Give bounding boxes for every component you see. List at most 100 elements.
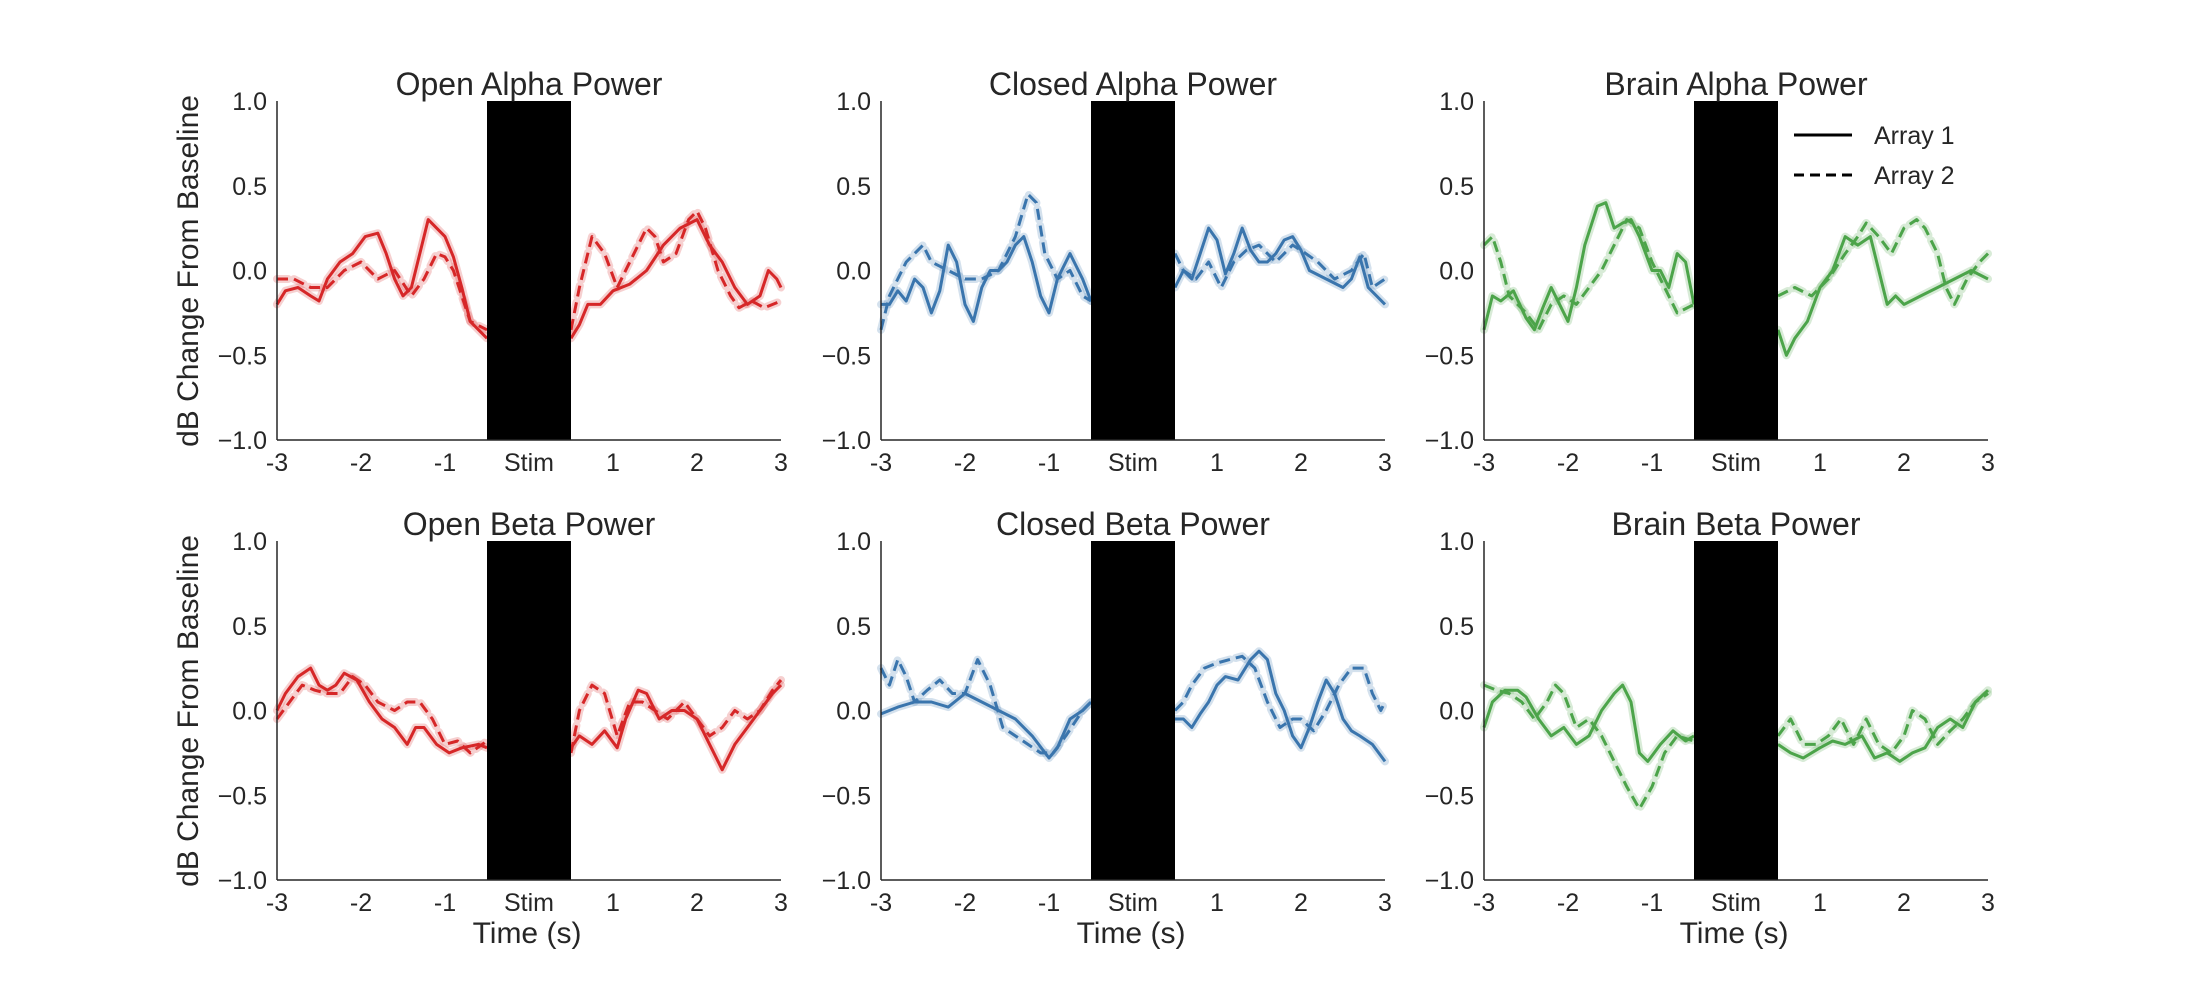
open-alpha-power-x-tick-label: -3 [266,449,288,477]
brain-alpha-power-x-tick-label: -1 [1641,449,1663,477]
closed-beta-power-array-1-post-line [1175,649,1387,763]
brain-alpha-power-x-tick-label: 3 [1981,449,1995,477]
brain-alpha-power-array-1-post-line [1776,235,1989,357]
closed-alpha-power-x-tick-label: 2 [1294,449,1308,477]
open-alpha-power-array-1-post-band [567,215,785,343]
open-alpha-power-x-tick-label: 1 [606,449,620,477]
open-alpha-power-y-tick-label: −0.5 [218,342,267,370]
y-axis-label-bottom: dB Change From Baseline [172,535,205,887]
closed-alpha-power-array-2-pre-band [877,190,1095,334]
closed-beta-power-x-tick-label: 2 [1294,889,1308,917]
open-alpha-power-array-1-pre-line [275,218,489,340]
closed-beta-power-x-tick-label: -3 [870,889,892,917]
legend-label-array-1: Array 1 [1874,122,1955,150]
closed-alpha-power-x-tick-label: -3 [870,449,892,477]
brain-alpha-power-array-2-pre-line [1482,218,1695,332]
panel-brain-beta-power: 1.0 0.5 0.0 −0.5 −1.0-3 -2 -1 Stim 1 2 3 Brain Beta… [1425,506,1995,917]
brain-beta-power-x-tick-label: 3 [1981,889,1995,917]
brain-beta-power-y-tick-label: −1.0 [1425,867,1474,895]
closed-beta-power-title: Closed Beta Power [996,506,1270,542]
closed-beta-power-array-2-post-line [1173,654,1387,733]
brain-beta-power-array-1-pre-line [1482,683,1695,763]
brain-beta-power-array-2-post-line [1776,692,1989,755]
closed-beta-power-x-tick-label: 3 [1378,889,1392,917]
brain-alpha-power-y-tick-label: −1.0 [1425,427,1474,455]
closed-alpha-power-array-2-pre-line [879,192,1092,331]
panel-brain-alpha-power: 1.0 0.5 0.0 −0.5 −1.0-3 -2 -1 Stim 1 2 3 Brain Alph… [1425,66,1995,477]
brain-beta-power-x-tick-label: -1 [1641,889,1663,917]
brain-alpha-power-x-tick-label: 1 [1813,449,1827,477]
open-alpha-power-x-tick-label: Stim [504,449,554,477]
open-beta-power-x-tick-label: -2 [350,889,372,917]
open-alpha-power-y-tick-label: −1.0 [218,427,267,455]
panel-open-alpha-power: 1.0 0.5 0.0 −0.5 −1.0-3 -2 -1 Stim 1 2 3 Open Alpha… [218,66,788,477]
open-beta-power-x-tick-label: Stim [504,889,554,917]
closed-beta-power-y-tick-label: −1.0 [822,867,871,895]
brain-alpha-power-y-tick-label: 1.0 [1439,88,1474,116]
open-alpha-power-array-2-pre-line [277,252,488,332]
panel-open-beta-power: 1.0 0.5 0.0 −0.5 −1.0-3 -2 -1 Stim 1 2 3 Open Beta … [218,506,788,917]
open-alpha-power-array-2-post-line [569,209,782,331]
brain-beta-power-x-tick-label: 1 [1813,889,1827,917]
brain-alpha-power-y-tick-label: −0.5 [1425,342,1474,370]
brain-beta-power-title: Brain Beta Power [1611,506,1860,542]
open-alpha-power-y-tick-label: 0.5 [232,173,267,201]
open-beta-power-y-tick-label: 1.0 [232,528,267,556]
brain-alpha-power-title: Brain Alpha Power [1604,66,1868,102]
open-alpha-power-array-1-post-line [569,218,783,340]
x-axis-label-left: Time (s) [473,917,582,950]
open-beta-power-y-tick-label: −1.0 [218,867,267,895]
brain-alpha-power-stim-block [1694,101,1778,440]
open-beta-power-y-tick-label: −0.5 [218,782,267,810]
brain-alpha-power-x-tick-label: -2 [1557,449,1579,477]
x-axis-label-right: Time (s) [1680,917,1789,950]
open-alpha-power-x-tick-label: -2 [350,449,372,477]
open-alpha-power-y-tick-label: 1.0 [232,88,267,116]
open-beta-power-array-1-post-line [569,684,783,772]
brain-beta-power-x-tick-label: Stim [1711,889,1761,917]
brain-beta-power-y-tick-label: 0.0 [1439,698,1474,726]
open-beta-power-x-tick-label: 3 [774,889,788,917]
closed-beta-power-y-tick-label: −0.5 [822,782,871,810]
closed-alpha-power-x-tick-label: -1 [1038,449,1060,477]
brain-beta-power-stim-block [1694,541,1778,880]
brain-beta-power-y-tick-label: 0.5 [1439,613,1474,641]
brain-alpha-power-y-tick-label: 0.0 [1439,258,1474,286]
brain-alpha-power-y-tick-label: 0.5 [1439,173,1474,201]
open-alpha-power-x-tick-label: 2 [690,449,704,477]
open-beta-power-x-tick-label: 2 [690,889,704,917]
open-beta-power-array-2-post-line [569,679,783,754]
panel-closed-beta-power: 1.0 0.5 0.0 −0.5 −1.0-3 -2 -1 Stim 1 2 3 Closed Bet… [822,506,1392,917]
closed-beta-power-y-tick-label: 0.0 [836,698,871,726]
brain-beta-power-x-tick-label: -2 [1557,889,1579,917]
brain-beta-power-x-tick-label: -3 [1473,889,1495,917]
open-alpha-power-stim-block [487,101,571,440]
open-beta-power-array-1-pre-line [275,666,488,755]
brain-beta-power-y-tick-label: −0.5 [1425,782,1474,810]
closed-beta-power-stim-block [1091,541,1175,880]
open-beta-power-x-tick-label: -3 [266,889,288,917]
closed-alpha-power-array-1-pre-line [881,235,1093,323]
closed-beta-power-x-tick-label: 1 [1210,889,1224,917]
closed-alpha-power-x-tick-label: 1 [1210,449,1224,477]
open-beta-power-x-tick-label: 1 [606,889,620,917]
closed-alpha-power-array-2-post-band [1171,241,1389,292]
open-alpha-power-x-tick-label: 3 [774,449,788,477]
closed-alpha-power-y-tick-label: 0.0 [836,258,871,286]
y-axis-label-top: dB Change From Baseline [172,95,205,447]
brain-beta-power-x-tick-label: 2 [1897,889,1911,917]
closed-beta-power-x-tick-label: Stim [1108,889,1158,917]
brain-alpha-power-x-tick-label: Stim [1711,449,1761,477]
open-beta-power-array-2-pre-line [275,675,488,755]
open-beta-power-y-tick-label: 0.0 [232,698,267,726]
x-axis-label-middle: Time (s) [1077,917,1186,950]
open-beta-power-y-tick-label: 0.5 [232,613,267,641]
open-alpha-power-x-tick-label: -1 [434,449,456,477]
closed-alpha-power-stim-block [1091,101,1175,440]
brain-beta-power-array-2-pre-line [1483,683,1695,811]
closed-alpha-power-x-tick-label: Stim [1108,449,1158,477]
closed-beta-power-x-tick-label: -1 [1038,889,1060,917]
open-alpha-power-y-tick-label: 0.0 [232,258,267,286]
brain-alpha-power-array-2-post-line [1777,218,1990,306]
